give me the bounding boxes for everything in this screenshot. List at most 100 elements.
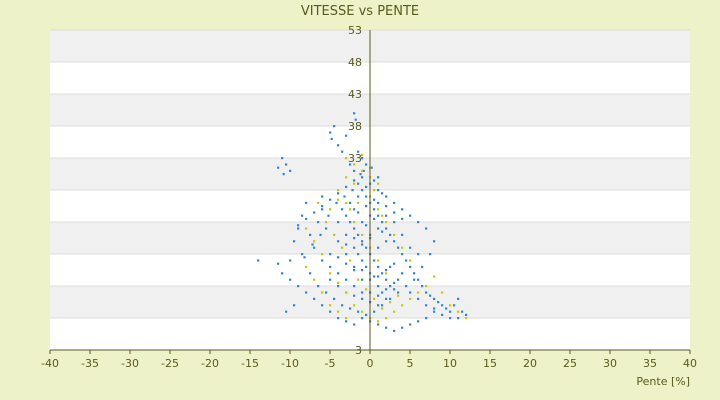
point-blue	[373, 179, 376, 182]
x-tick-label: 30	[603, 357, 617, 370]
point-blue	[313, 211, 316, 214]
x-tick-label: 10	[443, 357, 457, 370]
point-blue	[373, 310, 376, 313]
point-blue	[277, 262, 280, 265]
point-blue	[381, 230, 384, 233]
point-blue	[461, 310, 464, 313]
point-blue	[353, 169, 356, 172]
point-blue	[449, 317, 452, 320]
point-blue	[397, 291, 400, 294]
point-blue	[349, 201, 352, 204]
point-blue	[359, 173, 362, 176]
point-yellow	[457, 310, 460, 313]
point-blue	[317, 221, 320, 224]
point-blue	[393, 201, 396, 204]
point-blue	[329, 278, 332, 281]
point-blue	[373, 275, 376, 278]
point-blue	[429, 294, 432, 297]
point-yellow	[313, 240, 316, 243]
point-blue	[441, 304, 444, 307]
point-blue	[337, 317, 340, 320]
point-blue	[305, 291, 308, 294]
point-blue	[325, 227, 328, 230]
point-blue	[337, 192, 340, 195]
point-blue	[353, 294, 356, 297]
x-ticks: -40 -35 -30 -25 -20 -15 -10 -5 0 5 10 15 20 25 30 35 40	[41, 350, 697, 370]
point-blue	[305, 201, 308, 204]
point-blue	[445, 307, 448, 310]
point-yellow	[385, 317, 388, 320]
point-blue	[437, 301, 440, 304]
point-blue	[393, 240, 396, 243]
point-blue	[321, 259, 324, 262]
point-blue	[353, 265, 356, 268]
point-blue	[381, 221, 384, 224]
point-blue	[385, 205, 388, 208]
point-blue	[277, 166, 280, 169]
point-blue	[409, 246, 412, 249]
point-blue	[289, 169, 292, 172]
point-blue	[393, 211, 396, 214]
point-blue	[301, 253, 304, 256]
point-blue	[319, 233, 322, 236]
point-blue	[345, 214, 348, 217]
y-tick-label: 38	[348, 120, 362, 133]
point-yellow	[353, 221, 356, 224]
point-yellow	[409, 259, 412, 262]
point-blue	[385, 269, 388, 272]
point-blue	[329, 131, 332, 134]
point-blue	[361, 317, 364, 320]
point-blue	[297, 227, 300, 230]
point-yellow	[325, 221, 328, 224]
point-yellow	[313, 278, 316, 281]
point-blue	[341, 150, 344, 153]
point-blue	[401, 217, 404, 220]
point-blue	[425, 317, 428, 320]
point-yellow	[401, 246, 404, 249]
point-blue	[345, 233, 348, 236]
point-blue	[409, 265, 412, 268]
point-blue	[385, 240, 388, 243]
point-blue	[365, 185, 368, 188]
point-yellow	[317, 201, 320, 204]
point-blue	[433, 240, 436, 243]
x-tick-label: 20	[523, 357, 537, 370]
point-yellow	[385, 221, 388, 224]
point-blue	[345, 243, 348, 246]
point-blue	[385, 227, 388, 230]
point-blue	[357, 233, 360, 236]
point-blue	[433, 307, 436, 310]
point-blue	[365, 195, 368, 198]
point-blue	[313, 297, 316, 300]
point-blue	[425, 291, 428, 294]
x-tick-label: -40	[41, 357, 59, 370]
point-blue	[385, 278, 388, 281]
point-yellow	[361, 233, 364, 236]
point-yellow	[361, 310, 364, 313]
point-blue	[361, 269, 364, 272]
point-blue	[353, 285, 356, 288]
point-yellow	[349, 208, 352, 211]
point-blue	[325, 291, 328, 294]
point-blue	[337, 256, 340, 259]
point-blue	[317, 285, 320, 288]
point-blue	[377, 265, 380, 268]
point-yellow	[353, 182, 356, 185]
point-blue	[353, 237, 356, 240]
point-blue	[353, 112, 356, 115]
x-tick-label: -30	[121, 357, 139, 370]
point-blue	[337, 240, 340, 243]
point-blue	[329, 253, 332, 256]
point-blue	[417, 297, 420, 300]
point-yellow	[337, 310, 340, 313]
point-blue	[357, 195, 360, 198]
point-blue	[405, 285, 408, 288]
point-blue	[301, 214, 304, 217]
point-blue	[385, 288, 388, 291]
point-blue	[357, 150, 360, 153]
point-blue	[297, 285, 300, 288]
point-yellow	[321, 291, 324, 294]
point-blue	[377, 275, 380, 278]
point-blue	[377, 323, 380, 326]
point-yellow	[345, 176, 348, 179]
